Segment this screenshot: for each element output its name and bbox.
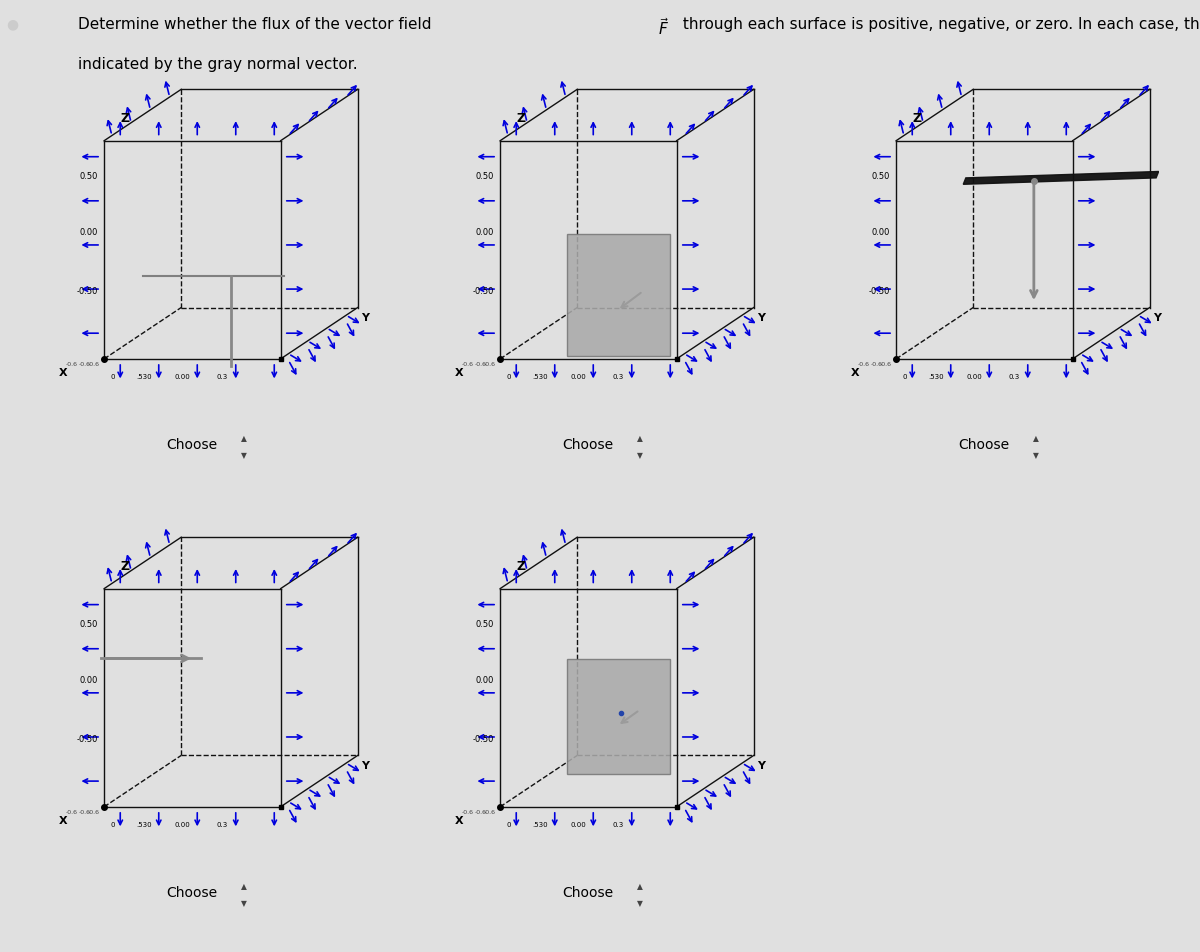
Text: .530: .530 [533,822,548,827]
Text: 0: 0 [506,374,511,380]
Bar [568,234,670,356]
Text: 0.00: 0.00 [475,228,493,237]
Text: 0: 0 [110,374,115,380]
Text: -0.50: -0.50 [869,288,889,296]
Text: ▼: ▼ [637,898,643,907]
Text: 0.3: 0.3 [216,822,228,827]
Text: ▲: ▲ [241,434,247,443]
Text: -0.6: -0.6 [66,362,78,367]
Text: Z: Z [516,560,526,573]
Text: Choose: Choose [562,885,613,899]
Text: 0.3: 0.3 [612,374,624,380]
Text: -0.6: -0.6 [88,809,100,814]
Text: ▲: ▲ [637,882,643,890]
Text: 0.3: 0.3 [216,374,228,380]
Text: -0.50: -0.50 [77,735,97,744]
Text: .530: .530 [533,374,548,380]
Text: -0.6: -0.6 [474,362,486,367]
Text: .530: .530 [137,822,152,827]
Text: 0: 0 [110,822,115,827]
Text: ●: ● [6,17,18,31]
Text: -0.6: -0.6 [78,809,90,814]
Text: X: X [455,815,464,825]
Text: ▲: ▲ [241,882,247,890]
Text: 0.00: 0.00 [967,374,983,380]
Text: Choose: Choose [166,885,217,899]
Text: 0.50: 0.50 [79,619,97,628]
Text: .530: .530 [137,374,152,380]
Text: Y: Y [361,761,368,770]
Text: through each surface is positive, negative, or zero. In each case, the orientati: through each surface is positive, negati… [678,17,1200,32]
Bar [568,659,670,774]
Text: ▼: ▼ [241,898,247,907]
Text: 0.50: 0.50 [475,171,493,181]
Text: 0: 0 [902,374,907,380]
Text: 0.00: 0.00 [79,228,97,237]
Text: Choose: Choose [166,438,217,451]
Text: Y: Y [757,761,764,770]
Text: Z: Z [912,112,922,126]
Text: -0.6: -0.6 [462,362,474,367]
Text: 0.3: 0.3 [612,822,624,827]
Polygon shape [964,172,1159,185]
Text: -0.6: -0.6 [88,362,100,367]
Text: 0: 0 [506,822,511,827]
Text: -0.6: -0.6 [462,809,474,814]
Text: -0.6: -0.6 [484,362,496,367]
Text: -0.6: -0.6 [870,362,882,367]
Text: Choose: Choose [562,438,613,451]
Text: 0.3: 0.3 [1008,374,1020,380]
Text: 0.00: 0.00 [571,822,587,827]
Text: ▲: ▲ [637,434,643,443]
Text: Z: Z [516,112,526,126]
Text: X: X [59,367,68,378]
Text: -0.6: -0.6 [880,362,892,367]
Text: -0.6: -0.6 [78,362,90,367]
Text: Z: Z [120,560,130,573]
Text: 0.50: 0.50 [79,171,97,181]
Text: Choose: Choose [958,438,1009,451]
Text: 0.00: 0.00 [175,822,191,827]
Text: -0.50: -0.50 [473,735,493,744]
Text: Determine whether the flux of the vector field: Determine whether the flux of the vector… [78,17,437,32]
Text: -0.6: -0.6 [474,809,486,814]
Text: 0.00: 0.00 [871,228,889,237]
Text: indicated by the gray normal vector.: indicated by the gray normal vector. [78,57,358,72]
Text: ▼: ▼ [241,450,247,460]
Text: X: X [455,367,464,378]
Text: -0.6: -0.6 [484,809,496,814]
Text: Y: Y [757,313,764,323]
Text: 0.00: 0.00 [79,676,97,684]
Text: ▼: ▼ [1033,450,1039,460]
Text: 0.50: 0.50 [871,171,889,181]
Text: 0.50: 0.50 [475,619,493,628]
Text: 0.00: 0.00 [175,374,191,380]
Text: 0.00: 0.00 [475,676,493,684]
Text: -0.50: -0.50 [77,288,97,296]
Text: 0.00: 0.00 [571,374,587,380]
Text: Z: Z [120,112,130,126]
Text: ▲: ▲ [1033,434,1039,443]
Text: Y: Y [361,313,368,323]
Text: -0.6: -0.6 [66,809,78,814]
Text: X: X [851,367,860,378]
Text: -0.6: -0.6 [858,362,870,367]
Text: $\vec{F}$: $\vec{F}$ [658,17,668,38]
Text: ▼: ▼ [637,450,643,460]
Text: .530: .530 [929,374,944,380]
Text: -0.50: -0.50 [473,288,493,296]
Text: Y: Y [1153,313,1160,323]
Text: X: X [59,815,68,825]
